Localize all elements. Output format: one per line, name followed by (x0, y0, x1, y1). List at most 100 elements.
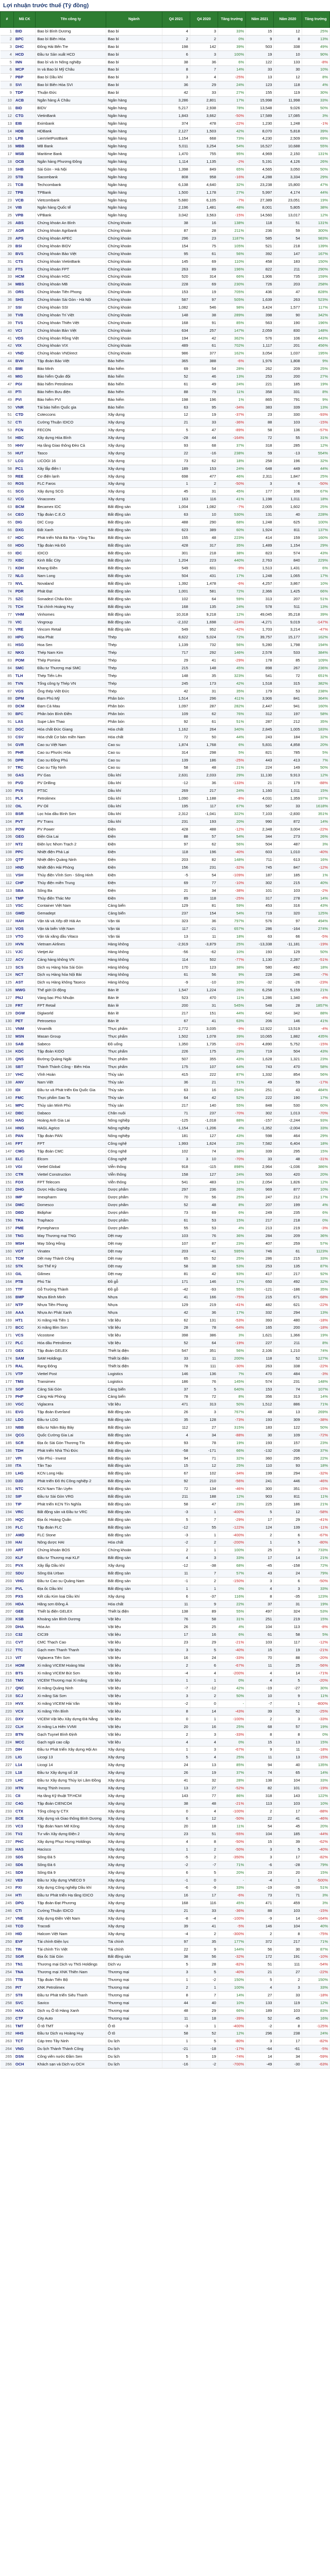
table-row[interactable]: 150 CTR Viettel Construction Viễn thông 158 1… (0, 1171, 330, 1179)
table-row[interactable]: 73 NVL Novaland Bất động sản 1,392 1,478 -6% 4,… (0, 580, 330, 588)
stock-code[interactable]: DSN (13, 2053, 36, 2061)
table-row[interactable]: 169 HT1 Xi măng Hà Tiên 1 Vật liệu 62 131 -53%… (0, 1316, 330, 1325)
table-row[interactable]: 196 FLC Tập đoàn FLC Bất động sản -12 55 -122%… (0, 1523, 330, 1532)
table-row[interactable]: 265 DSN Công viên nước Đầm Sen Du lịch 5 19 -7… (0, 2053, 330, 2061)
table-row[interactable]: 207 GEE Thiết bị điện GELEX Thiết bị điện 13… (0, 1607, 330, 1616)
stock-code[interactable]: SGR (13, 1953, 36, 1961)
stock-code[interactable]: PVD (13, 779, 36, 788)
table-row[interactable]: 8 SVI Bao bì Biên Hòa SVI Bao bì 36 29 24% 123 1… (0, 81, 330, 90)
table-row[interactable]: 162 STK Sợi Thế Kỷ Dệt may 58 38 53% 253 135 87% (0, 1262, 330, 1271)
stock-code[interactable]: HTI (13, 1891, 36, 1900)
table-row[interactable]: 258 SVC Savico Thương mại 44 40 10% 133 119 12% (0, 1999, 330, 2007)
table-row[interactable]: 256 PIT XNK Petrolimex Thương mại 2 1 100% 4 3 33… (0, 1984, 330, 1992)
stock-code[interactable]: HCM (13, 273, 36, 281)
stock-code[interactable]: HAS (13, 1845, 36, 1854)
stock-code[interactable]: HCD (13, 50, 36, 59)
stock-code[interactable]: TIP (13, 1500, 36, 1509)
table-row[interactable]: 197 AMD FLC Stone Bất động sản -3 1 -400% 2 6 -67… (0, 1531, 330, 1539)
table-row[interactable]: 168 AAA Nhựa An Phát Xanh Nhựa 42 36 17% 332 294… (0, 1309, 330, 1317)
table-row[interactable]: 242 VE9 Đầu tư Xây dựng VNECO 9 Xây dựng -1 0… (0, 1876, 330, 1885)
table-row[interactable]: 234 BCE Xây dựng và Giao thông Bình Dương X… (0, 1815, 330, 1823)
stock-code[interactable]: MBS (13, 280, 36, 289)
stock-code[interactable]: CTS (13, 258, 36, 266)
stock-code[interactable]: PHC (13, 1838, 36, 1846)
stock-code[interactable]: PME (13, 1224, 36, 1232)
table-row[interactable]: 39 TVS Chứng khoán Thiên Việt Chứng khoán 16… (0, 319, 330, 327)
table-row[interactable]: 252 SGR Địa ốc Sài Gòn Bất động sản 38 56 -32%… (0, 1953, 330, 1961)
table-row[interactable]: 69 IDC IDICO Bất động sản 301 218 38% 823 574 43% (0, 549, 330, 557)
table-row[interactable]: 151 FOX FPT Telecom Viễn thông 541 483 12% 2,05… (0, 1178, 330, 1187)
stock-code[interactable]: VCG (13, 495, 36, 504)
table-row[interactable]: 195 HQC Địa ốc Hoàng Quân Bất động sản 5 7 -29… (0, 1516, 330, 1524)
stock-code[interactable]: SHS (13, 296, 36, 304)
table-row[interactable]: 204 PVL Địa ốc Dầu khí Bất động sản 1 1 0% 4 3 33… (0, 1585, 330, 1593)
stock-code[interactable]: BVH (13, 357, 36, 366)
stock-code[interactable]: BCM (13, 503, 36, 512)
stock-code[interactable]: QCG (13, 1431, 36, 1439)
stock-code[interactable]: BID (13, 27, 36, 36)
stock-code[interactable]: DCM (13, 702, 36, 711)
table-row[interactable]: 111 VSH Thủy điện Vĩnh Sơn - Sông Hinh Điện… (0, 871, 330, 879)
table-row[interactable]: 24 VIB Ngân hàng Quốc tế Ngân hàng 2,196 1,48… (0, 204, 330, 212)
table-row[interactable]: 91 LAS Supe Lâm Thao Phân bón 92 61 51% 287 212 3… (0, 718, 330, 726)
table-row[interactable]: 47 PGI Bảo hiểm Petrolimex Bảo hiểm 61 49 24% 2… (0, 380, 330, 388)
stock-code[interactable]: MPC (13, 1101, 36, 1110)
table-row[interactable]: 210 C32 CIC39 Vật liệu 17 16 6% 61 58 5% (0, 1631, 330, 1639)
table-row[interactable]: 107 NT2 Điện lực Nhơn Trạch 2 Điện 97 62 56% 50… (0, 840, 330, 849)
stock-code[interactable]: VHM (13, 611, 36, 619)
table-row[interactable]: 52 CTI Cường Thuận IDICO Xây dựng 21 33 -36% 88… (0, 418, 330, 427)
stock-code[interactable]: VCS (13, 1331, 36, 1340)
table-row[interactable]: 262 HHS Đầu tư Dịch vụ Hoàng Huy Ô tô 58 52 12… (0, 2029, 330, 2038)
stock-code[interactable]: HDA (13, 1600, 36, 1608)
stock-code[interactable]: TDP (13, 89, 36, 97)
table-row[interactable]: 241 SD9 Sông Đà 9 Xây dựng 6 5 20% 23 20 15% (0, 1869, 330, 1877)
stock-code[interactable]: SCS (13, 963, 36, 972)
stock-code[interactable]: GEE (13, 1607, 36, 1616)
table-row[interactable]: 60 ROS FLC Faros Xây dựng 1 2 -50% 3 6 -50% (0, 480, 330, 488)
table-row[interactable]: 1 BID Bao bì Bình Dương Bao bì 4 3 33% 15 12 25% (0, 27, 330, 36)
stock-code[interactable]: HAG (13, 1116, 36, 1125)
stock-code[interactable]: GVR (13, 741, 36, 749)
stock-code[interactable]: TIN (13, 1945, 36, 1954)
stock-code[interactable]: DPM (13, 694, 36, 703)
stock-code[interactable]: SGP (13, 1385, 36, 1394)
stock-code[interactable]: TDH (13, 1447, 36, 1455)
table-row[interactable]: 51 CTD Coteccons Xây dựng 12 19 -37% 23 330 -93% (0, 411, 330, 419)
stock-code[interactable]: ROS (13, 480, 36, 488)
table-row[interactable]: 82 NKG Thép Nam Kim Thép 717 292 146% 2,578 533 3… (0, 649, 330, 657)
table-row[interactable]: 11 BID BIDV Ngân hàng 5,217 2,938 78% 13,548 9,0… (0, 104, 330, 112)
table-row[interactable]: 97 TRC Cao su Tây Ninh Cao su 58 48 21% 224 149 5… (0, 764, 330, 772)
table-row[interactable]: 200 KLF Đầu tư Thương mại KLF Bất động sản 4… (0, 1554, 330, 1563)
stock-code[interactable]: CTX (13, 1807, 36, 1816)
stock-code[interactable]: HAX (13, 2007, 36, 2015)
table-row[interactable]: 138 ANV Nam Việt Thủy sản 36 21 71% 49 59 -17% (0, 1078, 330, 1087)
table-row[interactable]: 231 CII Hạ tầng Kỹ thuật TP.HCM Xây dựng 143… (0, 1792, 330, 1800)
stock-code[interactable]: BPC (13, 35, 36, 43)
table-row[interactable]: 143 HAG Hoàng Anh Gia Lai Nông nghiệp -125 -1… (0, 1116, 330, 1125)
stock-code[interactable]: HT1 (13, 1316, 36, 1325)
stock-code[interactable]: QTP (13, 856, 36, 865)
table-row[interactable]: 156 TRA Traphaco Dược phẩm 61 53 15% 217 218 0% (0, 1216, 330, 1225)
stock-code[interactable]: HNG (13, 1124, 36, 1133)
stock-code[interactable]: TCB (13, 181, 36, 189)
table-row[interactable]: 218 SCJ Xi măng Sài Sơn Vật liệu 3 2 50% 10 9 11% (0, 1692, 330, 1701)
stock-code[interactable]: SHB (13, 165, 36, 174)
table-row[interactable]: 85 TLH Thép Tiến Lên Thép 148 35 323% 541 72 651% (0, 672, 330, 680)
stock-code[interactable]: REE (13, 472, 36, 481)
stock-code[interactable]: FOX (13, 1178, 36, 1187)
stock-code[interactable]: VSH (13, 871, 36, 879)
stock-code[interactable]: VNM (13, 1025, 36, 1033)
table-row[interactable]: 142 DBC Dabaco Chăn nuôi 71 237 -70% 302 1,013 -7… (0, 1109, 330, 1117)
table-row[interactable]: 78 VIC Vingroup Bất động sản -2,102 1,698 -224… (0, 618, 330, 626)
table-row[interactable]: 188 ITA Tân Tạo Bất động sản 15 12 25% 110 93 18% (0, 1462, 330, 1470)
stock-code[interactable]: POM (13, 656, 36, 665)
table-row[interactable]: 181 EVG Tập đoàn Everland Bất động sản 26 3 76… (0, 1408, 330, 1417)
stock-code[interactable]: HOM (13, 1662, 36, 1670)
stock-code[interactable]: TV2 (13, 1830, 36, 1839)
table-row[interactable]: 5 INN Bao bì và In Nông nghiệp Bao bì 38 36 6%… (0, 58, 330, 66)
table-row[interactable]: 171 VCS Vicostone Vật liệu 398 386 3% 1,621 1,36… (0, 1331, 330, 1340)
table-row[interactable]: 129 DGW Digiworld Bán lẻ 217 151 44% 642 342 88% (0, 1009, 330, 1018)
stock-code[interactable]: FRT (13, 1002, 36, 1010)
table-row[interactable]: 128 FRT FPT Retail Bán lẻ 200 31 545% 548 28 1857… (0, 1002, 330, 1010)
stock-code[interactable]: MSH (13, 1240, 36, 1248)
